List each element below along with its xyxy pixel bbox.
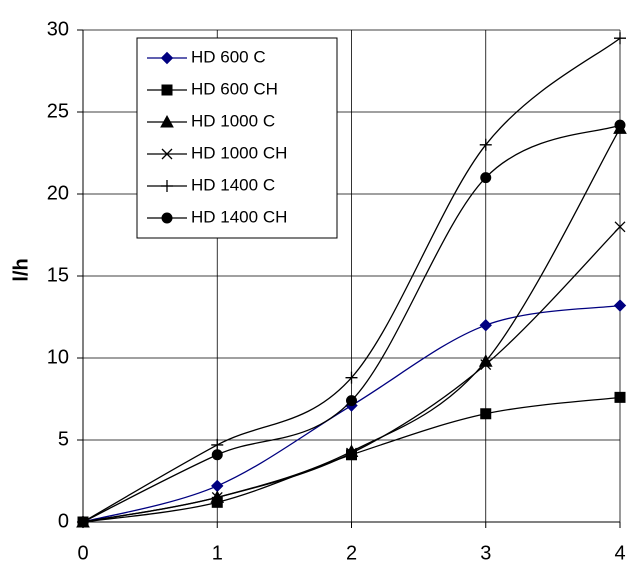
marker xyxy=(614,32,626,45)
legend-label: HD 1400 CH xyxy=(191,207,287,226)
marker xyxy=(614,221,626,233)
marker xyxy=(614,119,626,131)
series-line xyxy=(82,124,621,523)
marker xyxy=(161,84,173,96)
x-tick-label: 0 xyxy=(77,542,88,564)
marker xyxy=(614,391,626,403)
y-tick-label: 10 xyxy=(47,346,69,368)
marker xyxy=(480,408,492,420)
y-tick-label: 30 xyxy=(47,18,69,40)
y-axis-label: l/h xyxy=(10,258,32,281)
marker xyxy=(613,299,627,312)
y-tick-label: 25 xyxy=(47,100,69,122)
x-tick-label: 1 xyxy=(212,542,223,564)
marker xyxy=(211,438,224,451)
marker xyxy=(346,447,357,459)
legend-label: HD 600 C xyxy=(191,47,266,66)
series-line xyxy=(82,226,621,523)
marker xyxy=(160,114,174,128)
marker xyxy=(160,51,174,65)
legend-box xyxy=(136,37,338,239)
marker xyxy=(77,516,89,528)
x-tick-label: 2 xyxy=(346,542,357,564)
marker xyxy=(480,359,492,371)
marker xyxy=(479,318,492,332)
x-tick-label: 3 xyxy=(480,542,491,564)
marker xyxy=(479,138,492,151)
y-tick-label: 15 xyxy=(47,264,69,286)
marker xyxy=(211,449,223,461)
marker xyxy=(161,212,173,224)
series-line xyxy=(82,37,621,523)
legend-label: HD 1400 C xyxy=(191,175,275,194)
x-tick-label: 4 xyxy=(614,542,625,564)
y-tick-label: 20 xyxy=(47,182,69,204)
marker xyxy=(346,395,357,407)
marker xyxy=(345,371,358,384)
y-tick-label: 5 xyxy=(58,428,69,450)
legend-label: HD 1000 CH xyxy=(191,143,287,162)
legend-label: HD 1000 C xyxy=(191,111,275,130)
marker xyxy=(211,491,223,503)
legend-label: HD 600 CH xyxy=(191,79,278,98)
y-tick-label: 0 xyxy=(58,510,69,532)
marker xyxy=(211,479,224,493)
legend: HD 600 C HD 600 CH HD 1000 C HD 1000 CH HD 1… xyxy=(136,37,338,239)
marker xyxy=(480,172,492,184)
marker xyxy=(161,180,173,192)
marker xyxy=(161,148,173,160)
